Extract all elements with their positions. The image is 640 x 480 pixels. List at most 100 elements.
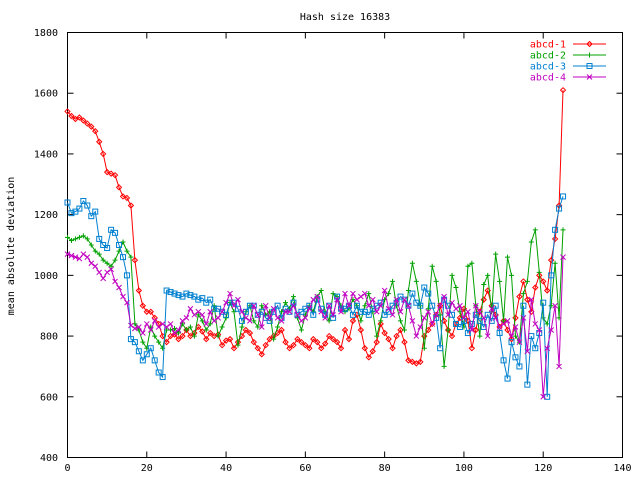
data-point <box>496 330 503 337</box>
data-point <box>453 320 459 327</box>
data-point <box>358 318 364 324</box>
data-point <box>68 112 75 120</box>
data-point <box>104 269 110 276</box>
data-point <box>409 318 416 324</box>
data-point <box>493 251 499 257</box>
data-point <box>540 278 547 285</box>
data-point <box>472 311 479 318</box>
data-point <box>239 308 245 315</box>
data-point <box>560 254 566 260</box>
data-point <box>377 302 384 309</box>
data-point <box>365 311 372 318</box>
data-point <box>68 252 75 259</box>
data-point <box>524 296 531 303</box>
data-point <box>381 311 388 318</box>
data-point <box>365 302 372 309</box>
data-point <box>294 311 301 318</box>
data-point <box>398 318 403 324</box>
data-point <box>207 296 214 303</box>
data-point <box>143 351 150 358</box>
data-point <box>139 330 146 336</box>
data-point <box>445 311 451 318</box>
data-point <box>207 329 214 337</box>
data-point <box>120 239 126 245</box>
data-point <box>243 315 249 321</box>
data-point <box>179 318 186 324</box>
data-point <box>203 321 210 327</box>
data-point <box>468 320 475 327</box>
data-point <box>219 308 226 315</box>
data-point <box>469 327 475 333</box>
data-point <box>179 332 186 340</box>
y-tick-label: 1400 <box>34 149 58 160</box>
data-point <box>116 284 122 291</box>
data-point <box>275 324 281 330</box>
data-point <box>369 296 376 303</box>
data-point <box>123 272 130 279</box>
data-point <box>532 227 538 233</box>
data-point <box>429 320 436 328</box>
data-point <box>84 254 91 260</box>
data-point <box>345 335 353 343</box>
x-tick-label: 40 <box>220 463 232 474</box>
data-point <box>485 272 491 278</box>
data-point <box>425 290 432 297</box>
data-point <box>64 251 71 257</box>
data-point <box>88 123 95 130</box>
data-point <box>552 226 559 233</box>
data-point <box>283 300 289 306</box>
data-point <box>215 315 221 321</box>
data-point <box>168 327 174 333</box>
data-point <box>96 138 103 145</box>
legend-item: abcd-3 <box>530 62 606 73</box>
data-point <box>536 327 543 333</box>
data-point <box>524 278 530 284</box>
legend-item: abcd-2 <box>530 51 606 62</box>
data-point <box>385 305 392 312</box>
data-point <box>302 305 309 312</box>
data-point <box>68 237 74 243</box>
data-point <box>334 296 340 303</box>
data-point <box>84 120 91 127</box>
data-point <box>389 345 396 352</box>
data-point <box>449 311 456 318</box>
data-point <box>397 308 404 315</box>
data-point <box>445 327 451 333</box>
plot-frame <box>67 32 623 458</box>
data-point <box>492 302 499 309</box>
data-point <box>199 311 206 318</box>
data-point <box>131 256 139 264</box>
data-point <box>171 330 178 336</box>
data-point <box>433 278 439 284</box>
data-point <box>183 315 190 321</box>
data-point <box>159 374 166 381</box>
data-point <box>516 293 523 300</box>
data-point <box>536 272 543 279</box>
data-point <box>203 335 210 343</box>
data-point <box>373 308 380 315</box>
data-point <box>469 260 475 266</box>
data-point <box>421 345 427 351</box>
data-point <box>175 292 182 299</box>
data-point <box>421 284 428 291</box>
data-point <box>171 290 178 297</box>
data-point <box>425 308 432 315</box>
y-tick-label: 1800 <box>34 28 58 39</box>
data-point <box>326 318 332 324</box>
data-point <box>298 327 304 333</box>
data-point <box>401 327 407 333</box>
data-point <box>187 332 194 340</box>
data-point <box>139 302 147 309</box>
data-point <box>132 321 138 327</box>
data-point <box>147 327 154 333</box>
data-point <box>187 324 193 330</box>
data-point <box>250 338 258 346</box>
data-point <box>171 331 178 338</box>
data-point <box>477 333 483 339</box>
data-point <box>464 330 471 337</box>
data-point <box>508 333 515 339</box>
data-point <box>532 321 539 327</box>
data-point <box>271 336 277 342</box>
legend-item: abcd-4 <box>530 73 606 84</box>
